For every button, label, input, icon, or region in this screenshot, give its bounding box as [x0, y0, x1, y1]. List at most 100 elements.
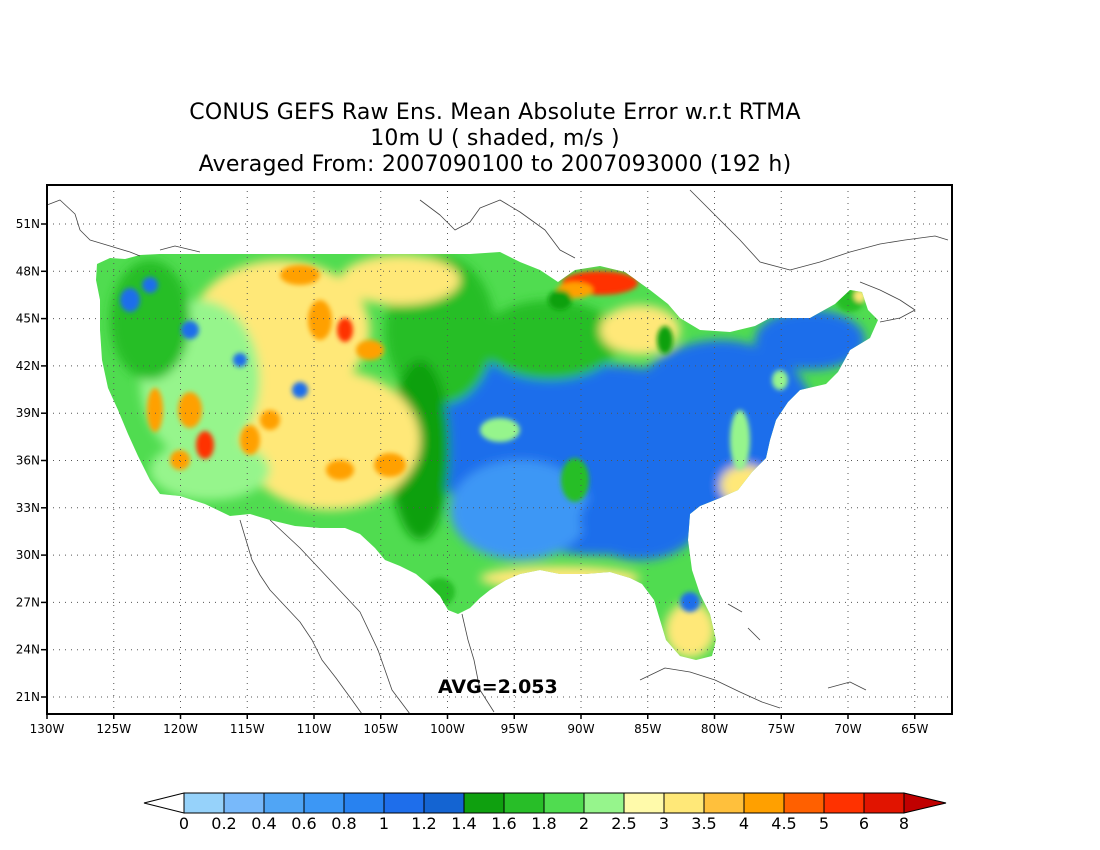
field-patch — [142, 277, 158, 293]
colorbar-box — [863, 792, 905, 814]
map-frame — [46, 184, 953, 715]
field-patch — [170, 450, 190, 470]
colorbar-level-label: 8 — [899, 814, 909, 833]
colorbar-level-label: 5 — [819, 814, 829, 833]
colorbar-level-label: 0.8 — [331, 814, 356, 833]
field-patch — [561, 458, 589, 502]
lat-tick-label: 21N — [16, 690, 40, 704]
lat-tick-label: 30N — [16, 548, 40, 562]
colorbar-box — [543, 792, 585, 814]
lat-tick-label: 39N — [16, 406, 40, 420]
colorbar-box — [823, 792, 865, 814]
field-region — [240, 370, 420, 510]
field-region — [450, 460, 590, 560]
latitude-axis: 51N 48N 45N 42N 39N 36N 33N 30N 27N 24N 21N — [16, 217, 47, 704]
field-patch — [147, 388, 163, 432]
colorbar-box — [503, 792, 545, 814]
mexico-gulf-coast — [461, 613, 495, 713]
lon-tick-label: 85W — [634, 722, 661, 736]
field-patch — [657, 326, 673, 354]
field-patch — [196, 431, 214, 459]
lon-tick-label: 100W — [430, 722, 465, 736]
colorbar-box — [343, 792, 385, 814]
graticule — [47, 185, 952, 714]
colorbar-box — [223, 792, 265, 814]
colorbar-box — [743, 792, 785, 814]
quebec-coast — [689, 189, 949, 271]
colorbar-level-label: 1.6 — [491, 814, 516, 833]
hudson-bay-coast — [419, 199, 576, 259]
field-patch — [356, 340, 384, 360]
bahamas-coast — [727, 603, 761, 641]
colorbar: 0 0.2 0.4 0.6 0.8 1 1.2 1.4 1.6 1.8 2 2.5 3 3.5 4 4.5 5 6… — [143, 792, 947, 833]
title-line-1: CONUS GEFS Raw Ens. Mean Absolute Error … — [189, 100, 801, 125]
lon-tick-label: 110W — [297, 722, 332, 736]
title-line-2: 10m U ( shaded, m/s ) — [370, 126, 620, 151]
atlantic-canada-coast — [859, 281, 916, 323]
field-patch — [308, 300, 332, 340]
colorbar-box — [383, 792, 425, 814]
canada-north-coast — [46, 199, 201, 257]
colorbar-level-label: 0 — [179, 814, 189, 833]
field-patch — [178, 392, 202, 428]
colorbar-box — [663, 792, 705, 814]
lon-tick-label: 105W — [363, 722, 398, 736]
longitude-axis: 130W 125W 120W 115W 110W 105W 100W 95W 90W 85W 80W… — [30, 714, 928, 736]
field-region — [480, 300, 620, 380]
lon-tick-label: 95W — [501, 722, 528, 736]
field-patch — [233, 353, 247, 367]
field-region — [580, 480, 700, 560]
field-patch — [280, 265, 320, 285]
colorbar-under-arrow — [143, 792, 185, 814]
lat-tick-label: 33N — [16, 501, 40, 515]
lat-tick-label: 51N — [16, 217, 40, 231]
colorbar-box — [263, 792, 305, 814]
field-patch — [480, 418, 520, 442]
field-patch — [374, 453, 406, 477]
colorbar-level-label: 0.2 — [211, 814, 236, 833]
coastline-outlines — [46, 189, 949, 715]
field-patch — [292, 382, 308, 398]
field-patch — [326, 460, 354, 480]
lon-tick-label: 70W — [834, 722, 861, 736]
colorbar-level-label: 1 — [379, 814, 389, 833]
field-patch — [260, 410, 280, 430]
field-patch — [730, 410, 750, 470]
title-line-3: Averaged From: 2007090100 to 2007093000 … — [198, 152, 792, 177]
colorbar-level-label: 1.2 — [411, 814, 436, 833]
colorbar-box — [783, 792, 825, 814]
colorbar-level-label: 0.6 — [291, 814, 316, 833]
colorbar-level-label: 2 — [579, 814, 589, 833]
lon-tick-label: 125W — [96, 722, 131, 736]
mexico-inland-border — [269, 519, 411, 715]
colorbar-box — [623, 792, 665, 814]
colorbar-level-label: 2.5 — [611, 814, 636, 833]
mexico-baja-coast — [239, 519, 363, 715]
lat-tick-label: 36N — [16, 454, 40, 468]
average-label: AVG=2.053 — [438, 676, 558, 698]
lon-tick-label: 120W — [163, 722, 198, 736]
field-patch — [120, 288, 140, 312]
colorbar-level-label: 0.4 — [251, 814, 276, 833]
colorbar-box — [703, 792, 745, 814]
field-region — [755, 310, 865, 370]
lat-tick-label: 48N — [16, 264, 40, 278]
colorbar-over-arrow — [903, 792, 947, 814]
lon-tick-label: 130W — [30, 722, 65, 736]
field-patch — [240, 425, 260, 455]
lat-tick-label: 45N — [16, 312, 40, 326]
field-patch — [548, 290, 572, 310]
colorbar-level-label: 1.4 — [451, 814, 476, 833]
lon-tick-label: 65W — [901, 722, 928, 736]
lon-tick-label: 80W — [701, 722, 728, 736]
field-patch — [181, 321, 199, 339]
colorbar-box — [423, 792, 465, 814]
colorbar-level-label: 3 — [659, 814, 669, 833]
lat-tick-label: 27N — [16, 595, 40, 609]
lon-tick-label: 75W — [768, 722, 795, 736]
colorbar-box — [183, 792, 225, 814]
colorbar-level-label: 1.8 — [531, 814, 556, 833]
colorbar-level-label: 4.5 — [771, 814, 796, 833]
colorbar-level-label: 4 — [739, 814, 749, 833]
